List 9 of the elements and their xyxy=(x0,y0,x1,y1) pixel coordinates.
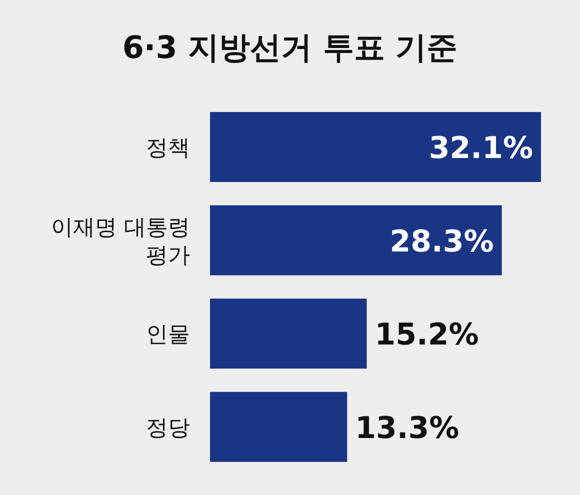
data-label: 15.2% xyxy=(374,318,479,353)
y-tick-label: 이재명 대통령 평가 xyxy=(51,215,190,268)
y-tick-label: 정책 xyxy=(146,136,190,161)
data-label: 28.3% xyxy=(390,224,494,260)
chart-title: 6·3 지방선거 투표 기준 xyxy=(122,30,458,66)
data-label: 32.1% xyxy=(428,131,533,166)
y-tick-label: 정당 xyxy=(146,416,190,441)
data-label: 13.3% xyxy=(355,410,460,446)
y-tick-label: 인물 xyxy=(146,322,190,348)
